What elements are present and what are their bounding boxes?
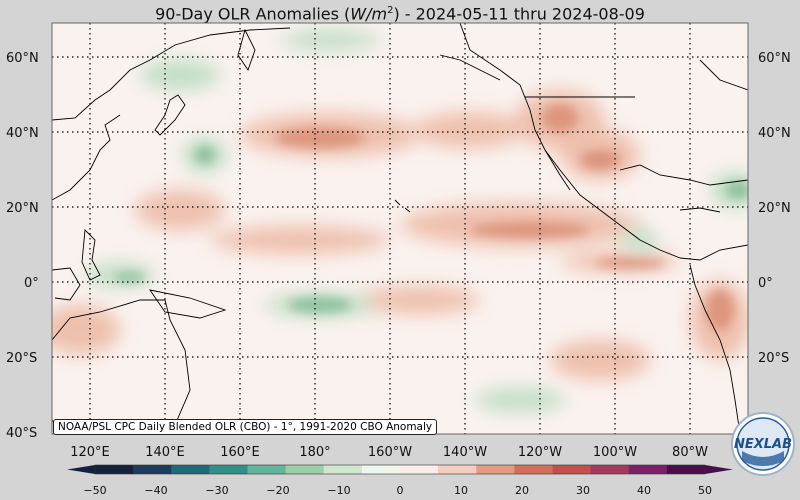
colorbar-segment <box>323 465 363 474</box>
colorbar-segment <box>628 465 668 474</box>
colorbar-segment <box>514 465 553 474</box>
lat-label: 40°N <box>758 126 791 141</box>
lon-label: 180° <box>299 445 330 460</box>
graticule <box>52 23 748 434</box>
lon-label: 160°E <box>220 445 260 460</box>
colorbar-segment <box>95 465 134 474</box>
lat-label: 20°S <box>6 351 37 366</box>
lat-label: 60°N <box>6 51 39 66</box>
lat-labels-right: 60°N 40°N 20°N 0° 20°S <box>758 51 791 366</box>
colorbar-segment <box>590 465 630 474</box>
colorbar-tick: −10 <box>327 484 350 497</box>
colorbar-ticks: −50 −40 −30 −20 −10 0 10 20 30 40 50 <box>83 484 712 497</box>
lon-label: 140°W <box>443 445 487 460</box>
colorbar-segment <box>133 465 172 474</box>
colorbar-frame <box>94 464 706 475</box>
colorbar-segment <box>361 465 401 474</box>
anomaly-field <box>52 23 748 434</box>
colorbar <box>67 464 733 475</box>
lon-label: 160°W <box>368 445 412 460</box>
lat-label: 20°N <box>758 201 791 216</box>
colorbar-tick: 20 <box>515 484 529 497</box>
credit-label: NOAA/PSL CPC Daily Blended OLR (CBO) - 1… <box>53 419 438 435</box>
colorbar-segment <box>476 465 515 474</box>
colorbar-tick: 30 <box>576 484 590 497</box>
colorbar-segment <box>438 465 477 474</box>
colorbar-segment <box>552 465 592 474</box>
colorbar-tick: 50 <box>698 484 712 497</box>
colorbar-tick: −20 <box>266 484 289 497</box>
lat-label: 20°S <box>758 351 789 366</box>
lon-labels: 120°E 140°E 160°E 180° 160°W 140°W 120°W… <box>70 445 708 460</box>
lat-label: 60°N <box>758 51 791 66</box>
map-title: 90-Day OLR Anomalies (W/m2) - 2024-05-11… <box>155 4 645 24</box>
colorbar-tick: 10 <box>454 484 468 497</box>
colorbar-arrow-low <box>67 465 95 474</box>
colorbar-tick: −40 <box>144 484 167 497</box>
svg-text:NEXLAB: NEXLAB <box>734 437 792 452</box>
lat-label: 40°N <box>6 126 39 141</box>
colorbar-segment <box>247 465 287 474</box>
lon-label: 80°W <box>672 445 708 460</box>
colorbar-tick: 0 <box>397 484 404 497</box>
colorbar-segment <box>285 465 325 474</box>
lat-label: 0° <box>24 276 39 291</box>
lat-label: 0° <box>758 276 773 291</box>
colorbar-tick: 40 <box>637 484 651 497</box>
lon-label: 100°W <box>593 445 637 460</box>
lon-label: 140°E <box>145 445 185 460</box>
noaa-nexlab-logo: NEXLAB <box>731 412 795 476</box>
colorbar-tick: −30 <box>205 484 228 497</box>
colorbar-segment <box>171 465 210 474</box>
colorbar-segment <box>400 465 439 474</box>
lon-label: 120°W <box>518 445 562 460</box>
lon-label: 120°E <box>70 445 110 460</box>
colorbar-tick: −50 <box>83 484 106 497</box>
lat-label: 20°N <box>6 201 39 216</box>
lat-labels-left: 60°N 40°N 20°N 0° 20°S 40°S <box>6 51 39 441</box>
coastlines <box>52 23 748 434</box>
colorbar-arrow-high <box>705 465 733 474</box>
colorbar-segment <box>209 465 248 474</box>
lat-label: 40°S <box>6 426 37 441</box>
colorbar-segment <box>666 465 706 474</box>
